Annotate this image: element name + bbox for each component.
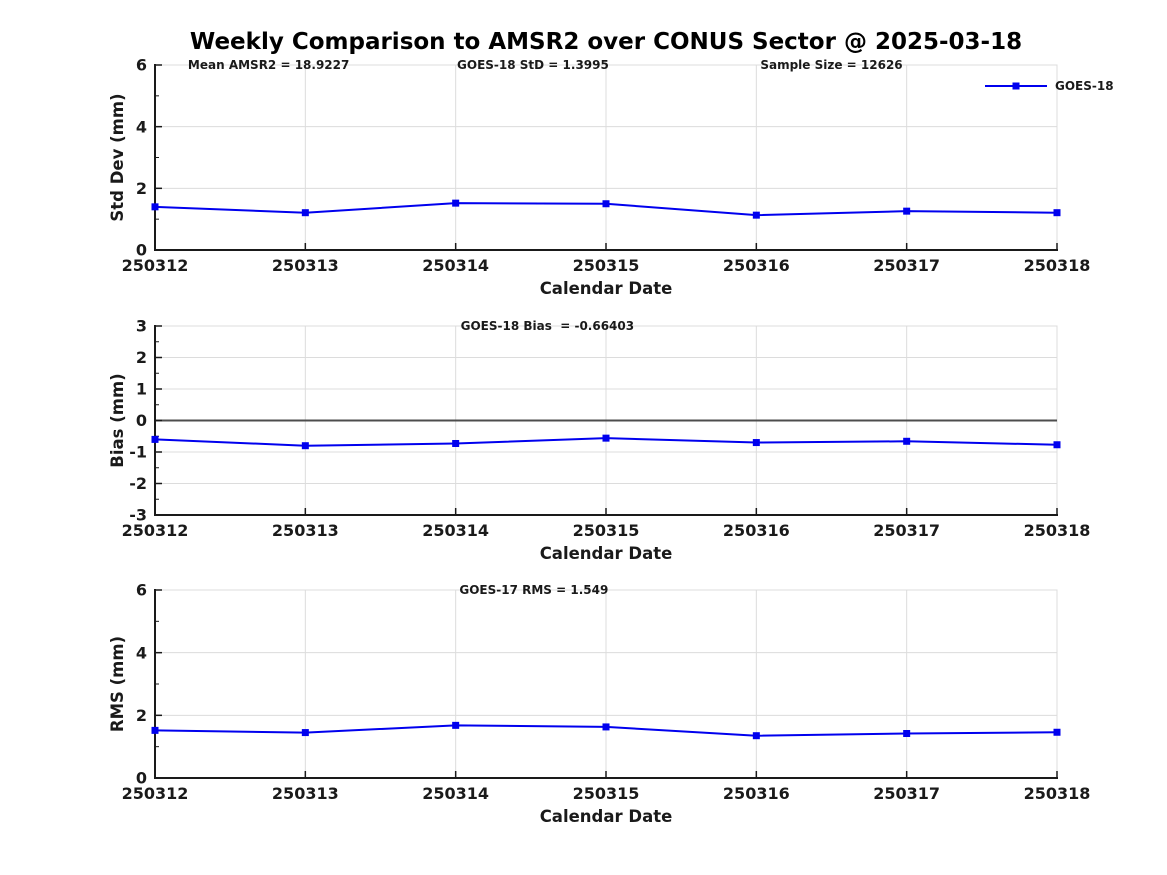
y-tick-label: 0 — [136, 241, 147, 260]
data-point-marker — [452, 439, 460, 447]
annotation: GOES-17 RMS = 1.549 — [459, 583, 608, 597]
y-tick-label: 0 — [136, 411, 147, 430]
x-axis-label: Calendar Date — [540, 807, 673, 826]
y-tick-label: -1 — [129, 443, 147, 462]
data-point-marker — [452, 199, 460, 207]
data-point-marker — [1053, 209, 1061, 217]
data-point-marker — [151, 203, 159, 211]
annotation: Sample Size = 12626 — [760, 58, 902, 72]
x-tick-label: 250313 — [272, 256, 339, 275]
data-point-marker — [301, 729, 309, 737]
y-tick-label: 3 — [136, 317, 147, 336]
x-tick-label: 250317 — [873, 784, 940, 803]
y-axis-label: RMS (mm) — [108, 636, 127, 732]
y-tick-label: 1 — [136, 380, 147, 399]
x-tick-label: 250314 — [422, 256, 489, 275]
x-tick-label: 250317 — [873, 256, 940, 275]
x-tick-label: 250318 — [1024, 521, 1091, 540]
legend: GOES-18 — [985, 79, 1114, 93]
data-point-marker — [602, 723, 610, 731]
data-point-marker — [903, 730, 911, 738]
annotation: GOES-18 StD = 1.3995 — [457, 58, 609, 72]
x-tick-label: 250316 — [723, 784, 790, 803]
x-axis-label: Calendar Date — [540, 279, 673, 298]
x-tick-label: 250312 — [122, 784, 189, 803]
x-tick-label: 250318 — [1024, 256, 1091, 275]
x-tick-label: 250312 — [122, 521, 189, 540]
x-tick-label: 250318 — [1024, 784, 1091, 803]
x-tick-label: 250313 — [272, 521, 339, 540]
subplot-3: 0 2 4 6 250312 250313 250314 250315 250316 250317… — [108, 581, 1090, 826]
x-tick-label: 250314 — [422, 784, 489, 803]
y-tick-label: 6 — [136, 56, 147, 75]
x-axis-label: Calendar Date — [540, 544, 673, 563]
data-point-marker — [903, 207, 911, 215]
y-tick-label: -2 — [129, 474, 147, 493]
y-tick-label: 2 — [136, 179, 147, 198]
x-tick-label: 250316 — [723, 521, 790, 540]
data-point-marker — [903, 437, 911, 445]
y-tick-label: 2 — [136, 348, 147, 367]
x-tick-label: 250314 — [422, 521, 489, 540]
x-tick-label: 250315 — [573, 256, 640, 275]
data-point-marker — [452, 721, 460, 729]
y-tick-label: 4 — [136, 643, 147, 662]
y-axis-label: Bias (mm) — [108, 373, 127, 467]
legend-label: GOES-18 — [1055, 79, 1114, 93]
data-point-marker — [752, 732, 760, 740]
x-tick-label: 250312 — [122, 256, 189, 275]
data-point-marker — [602, 434, 610, 442]
data-point-marker — [151, 435, 159, 443]
subplot-1: 0 2 4 6 250312 250313 250314 250315 250316 250317… — [108, 56, 1114, 298]
data-point-marker — [752, 211, 760, 219]
data-point-marker — [1053, 728, 1061, 736]
subplot-2: -3 -2 -1 0 1 2 3 250312 250313 250314 250315 250316… — [108, 317, 1090, 563]
y-axis-label: Std Dev (mm) — [108, 93, 127, 221]
x-tick-label: 250313 — [272, 784, 339, 803]
legend-marker — [1012, 82, 1020, 90]
x-tick-label: 250315 — [573, 784, 640, 803]
annotation: Mean AMSR2 = 18.9227 — [188, 58, 349, 72]
data-point-marker — [301, 442, 309, 450]
y-tick-label: 2 — [136, 706, 147, 725]
y-tick-label: 6 — [136, 581, 147, 600]
data-point-marker — [752, 439, 760, 447]
data-point-marker — [301, 209, 309, 217]
x-tick-label: 250316 — [723, 256, 790, 275]
data-point-marker — [1053, 441, 1061, 449]
y-tick-label: 4 — [136, 117, 147, 136]
figure-title: Weekly Comparison to AMSR2 over CONUS Se… — [189, 29, 1023, 55]
x-tick-label: 250315 — [573, 521, 640, 540]
annotation: GOES-18 Bias = -0.66403 — [461, 319, 634, 333]
x-tick-label: 250317 — [873, 521, 940, 540]
data-point-marker — [151, 726, 159, 734]
data-point-marker — [602, 200, 610, 208]
y-tick-label: -3 — [129, 506, 147, 525]
y-tick-label: 0 — [136, 769, 147, 788]
